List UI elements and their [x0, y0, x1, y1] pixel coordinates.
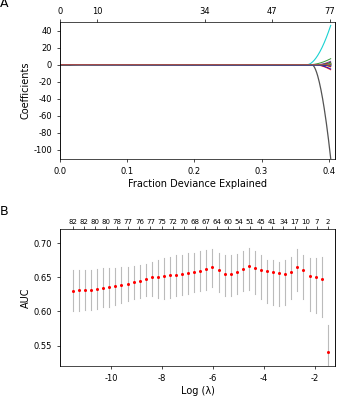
Text: B: B: [0, 205, 8, 218]
X-axis label: Fraction Deviance Explained: Fraction Deviance Explained: [128, 179, 267, 189]
Text: A: A: [0, 0, 8, 10]
Y-axis label: AUC: AUC: [21, 288, 31, 308]
X-axis label: Log (λ): Log (λ): [181, 386, 215, 396]
Y-axis label: Coefficients: Coefficients: [20, 62, 30, 119]
